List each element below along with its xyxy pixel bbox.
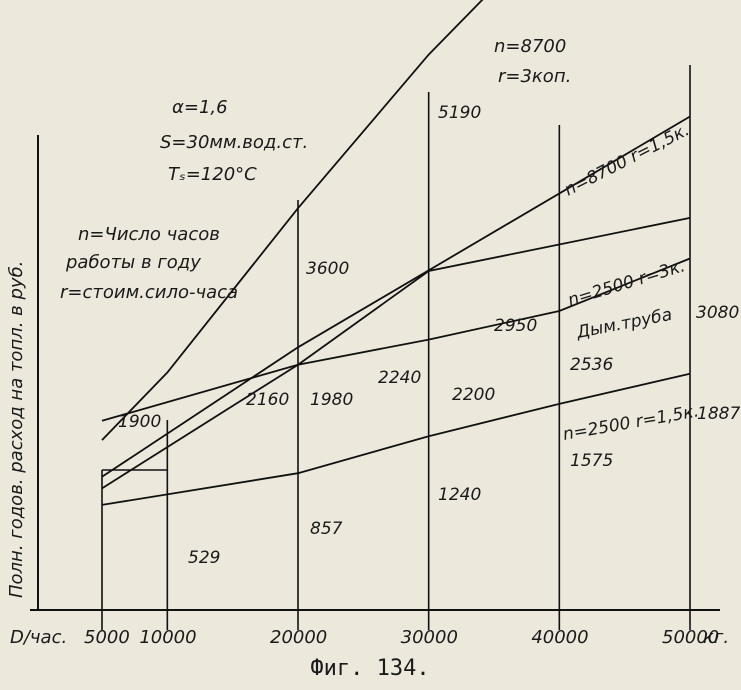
series-label-chimney: Дым.труба [574, 305, 674, 343]
value-label: 1980 [310, 390, 353, 410]
note-work: работы в году [65, 252, 201, 273]
x-tick-label: 5000 [84, 627, 130, 648]
series-line-3 [101, 217, 691, 490]
series-line-1 [101, 0, 484, 441]
series-line-5 [101, 372, 691, 506]
x-unit-label: кг. [703, 627, 729, 648]
value-label: 1900 [118, 412, 161, 432]
series-label-n2500-r15: n=2500 r=1,5к. [561, 401, 700, 445]
value-label: 1575 [570, 451, 613, 471]
note-alpha: α=1,6 [172, 97, 228, 118]
series-label-r3kop: r=3коп. [498, 66, 571, 87]
note-s: S=30мм.вод.ст. [160, 132, 308, 153]
x-tick-labels: 5000 10000 20000 30000 40000 50000 [84, 627, 719, 648]
value-label: 3600 [306, 259, 349, 279]
note-ts: Tₛ=120°C [168, 164, 257, 185]
figure-caption: Фиг. 134. [310, 656, 429, 681]
series-lines [101, 0, 691, 506]
x-tick-label: 50000 [662, 627, 719, 648]
value-label: 2160 [246, 390, 289, 410]
note-n: n=Число часов [78, 224, 220, 245]
x-tick-label: 20000 [270, 627, 327, 648]
vertical-guides [101, 65, 691, 630]
x-tick-label: 40000 [531, 627, 588, 648]
series-line-2 [101, 115, 691, 478]
series-line-4 [101, 257, 691, 422]
x-tick-label: 30000 [401, 627, 458, 648]
value-label: 529 [188, 548, 220, 568]
x-start-label: D/час. [10, 627, 67, 648]
series-label-n8700-r15: n=8700 r=1,5к. [561, 120, 693, 200]
x-tick-label: 10000 [139, 627, 196, 648]
value-label: 5190 [438, 103, 481, 123]
value-label: 1240 [438, 485, 481, 505]
value-label: 3080 [696, 303, 739, 323]
value-label: 2536 [570, 355, 613, 375]
axes [30, 135, 720, 611]
note-r: r=стоим.сило-часа [60, 282, 238, 303]
value-label: 2240 [378, 368, 421, 388]
value-label: 2200 [452, 385, 495, 405]
value-label: 1887 [697, 404, 740, 424]
series-label-n8700-r3: n=8700 [494, 36, 566, 57]
y-axis-label: Полн. годов. расход на топл. в руб. [6, 261, 27, 598]
series-label-n2500-r3: n=2500 r=3к. [566, 256, 688, 311]
value-label: 857 [310, 519, 343, 539]
value-label: 2950 [494, 316, 537, 336]
value-labels: 1900 3600 5190 2160 1980 2240 2200 2950 … [118, 103, 740, 568]
